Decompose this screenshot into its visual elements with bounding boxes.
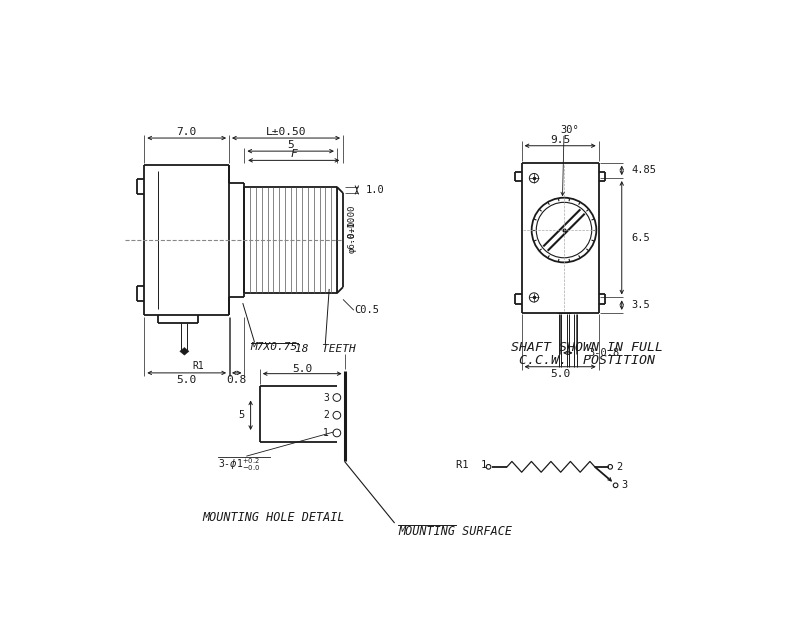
Text: 2: 2 bbox=[323, 410, 329, 420]
Text: R1  1: R1 1 bbox=[456, 459, 487, 469]
Polygon shape bbox=[180, 347, 189, 355]
Text: L±0.50: L±0.50 bbox=[266, 127, 306, 137]
Text: F: F bbox=[290, 149, 297, 159]
Text: MOUNTING SURFACE: MOUNTING SURFACE bbox=[398, 525, 513, 538]
Text: 2: 2 bbox=[616, 462, 622, 472]
Text: 9.5: 9.5 bbox=[550, 134, 570, 145]
Text: 3-$\phi$1$^{+0.2}_{-0.0}$: 3-$\phi$1$^{+0.2}_{-0.0}$ bbox=[218, 456, 260, 473]
Text: -0.10: -0.10 bbox=[348, 217, 357, 276]
Text: 1.0: 1.0 bbox=[366, 185, 385, 195]
Text: 3-0.8: 3-0.8 bbox=[588, 348, 619, 358]
Text: M7X0.75: M7X0.75 bbox=[250, 342, 298, 352]
Text: 0.8: 0.8 bbox=[226, 375, 247, 385]
Text: 5.0: 5.0 bbox=[177, 375, 197, 385]
Text: 6.5: 6.5 bbox=[631, 233, 650, 243]
Text: 5.0: 5.0 bbox=[550, 369, 570, 380]
Text: 3: 3 bbox=[622, 480, 628, 490]
Text: 3.5: 3.5 bbox=[631, 300, 650, 310]
Text: 5: 5 bbox=[287, 140, 294, 150]
Text: 7.0: 7.0 bbox=[177, 127, 197, 137]
Text: 5.0: 5.0 bbox=[292, 364, 312, 374]
Text: C.C.W.  POSTITION: C.C.W. POSTITION bbox=[519, 354, 655, 367]
Text: 3: 3 bbox=[323, 392, 329, 403]
Text: C0.5: C0.5 bbox=[354, 305, 378, 315]
Text: φ6.0+0.00: φ6.0+0.00 bbox=[348, 205, 357, 254]
Text: 5: 5 bbox=[238, 410, 245, 420]
Text: 18  TEETH: 18 TEETH bbox=[295, 345, 356, 354]
Text: 30°: 30° bbox=[560, 125, 579, 135]
Text: R1: R1 bbox=[192, 361, 204, 371]
Text: 1: 1 bbox=[323, 428, 329, 438]
Text: SHAFT SHOWN IN FULL: SHAFT SHOWN IN FULL bbox=[511, 341, 663, 354]
Text: MOUNTING HOLE DETAIL: MOUNTING HOLE DETAIL bbox=[202, 512, 345, 524]
Text: 4.85: 4.85 bbox=[631, 166, 656, 175]
